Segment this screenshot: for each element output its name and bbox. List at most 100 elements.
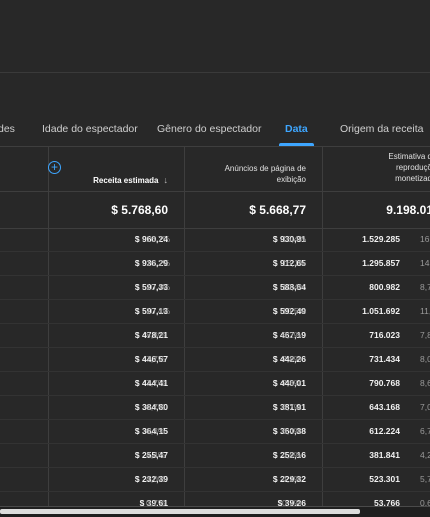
column-divider (48, 147, 49, 507)
est-playbacks-cell: 1.529.285 (362, 234, 400, 244)
total-revenue: $ 5.768,60 (111, 203, 168, 217)
est-playbacks-percent: 14,1 (420, 258, 430, 268)
display-ads-cell: $ 588,64 (272, 282, 306, 292)
est-playbacks-percent: 8,0 (420, 354, 430, 364)
header-revenue[interactable]: Receita estimada ↓ (93, 175, 168, 186)
tab-viewer-gender[interactable]: Gênero do espectador (157, 123, 262, 135)
display-ads-cell: $ 930,91 (272, 234, 306, 244)
est-playbacks-percent: 8,7 (420, 282, 430, 292)
display-ads-percent: 16,1% (282, 258, 307, 268)
plus-circle-icon[interactable]: + (48, 161, 61, 174)
display-ads-percent: 6,7% (282, 402, 302, 412)
est-playbacks-percent: 4,2 (420, 450, 430, 460)
revenue-cell: $ 446,57 (134, 354, 168, 364)
table-row[interactable]: $ 384,80 6,7% $ 381,91 6,7% 643.168 7,0 (0, 396, 430, 420)
display-ads-percent: 10,4% (282, 282, 307, 292)
revenue-cell: $ 384,80 (134, 402, 168, 412)
revenue-cell: $ 39,61 (139, 498, 168, 507)
display-ads-cell: $ 252,16 (272, 450, 306, 460)
est-playbacks-cell: 612.224 (369, 426, 400, 436)
table-row[interactable]: $ 446,57 7,7% $ 442,26 7,8% 731.434 8,0 (0, 348, 430, 372)
table-row[interactable]: $ 597,33 10,4% $ 588,64 10,4% 800.982 8,7 (0, 276, 430, 300)
table-row[interactable]: $ 444,41 7,7% $ 440,01 7,8% 790.768 8,6 (0, 372, 430, 396)
revenue-percent: 6,7% (146, 402, 166, 412)
horizontal-scrollbar[interactable] (0, 509, 360, 514)
est-playbacks-percent: 8,6 (420, 378, 430, 388)
arrow-down-icon[interactable]: ↓ (163, 175, 169, 185)
tab-bar: des Idade do espectador Gênero do espect… (0, 108, 430, 147)
tab-revenue-source[interactable]: Origem da receita (340, 123, 424, 135)
display-ads-percent: 7,8% (282, 354, 302, 364)
est-playbacks-cell: 800.982 (369, 282, 400, 292)
header-display-ads-line: Anúncios de página de (224, 164, 306, 173)
display-ads-cell: $ 381,91 (272, 402, 306, 412)
table-row[interactable]: $ 39,61 0,7% $ 39,26 0,7% 53.766 0,6 (0, 492, 430, 507)
display-ads-cell: $ 39,26 (277, 498, 306, 507)
est-playbacks-percent: 5,7 (420, 474, 430, 484)
table-row[interactable]: $ 364,15 6,3% $ 360,38 6,4% 612.224 6,7 (0, 420, 430, 444)
display-ads-cell: $ 229,32 (272, 474, 306, 484)
display-ads-percent: 10,5% (282, 306, 307, 316)
revenue-percent: 4,0% (146, 474, 166, 484)
est-playbacks-percent: 6,7 (420, 426, 430, 436)
header-revenue-label: Receita estimada (93, 176, 159, 185)
tab-viewer-age[interactable]: Idade do espectador (42, 123, 138, 135)
est-playbacks-cell: 716.023 (369, 330, 400, 340)
header-display-ads[interactable]: Anúncios de página de exibição (225, 163, 306, 185)
header-est-line: reproduçõ (395, 163, 430, 172)
table-header: + Receita estimada ↓ Anúncios de página d… (0, 147, 430, 191)
display-ads-percent: 4,5% (282, 450, 302, 460)
header-est-line: Estimativa d (388, 152, 430, 161)
display-ads-cell: $ 442,26 (272, 354, 306, 364)
est-playbacks-cell: 731.434 (369, 354, 400, 364)
revenue-cell: $ 936,29 (134, 258, 168, 268)
column-divider (322, 147, 323, 507)
totals-row: $ 5.768,60 $ 5.668,77 9.198.01 (0, 191, 430, 229)
est-playbacks-percent: 16,6 (420, 234, 430, 244)
est-playbacks-cell: 1.295.857 (362, 258, 400, 268)
revenue-percent: 10,4% (146, 282, 171, 292)
revenue-cell: $ 960,24 (134, 234, 168, 244)
table-row[interactable]: $ 232,39 4,0% $ 229,32 4,1% 523.301 5,7 (0, 468, 430, 492)
revenue-cell: $ 597,13 (134, 306, 168, 316)
divider (0, 72, 430, 73)
tab-date[interactable]: Data (279, 108, 314, 146)
revenue-cell: $ 444,41 (134, 378, 168, 388)
est-playbacks-cell: 790.768 (369, 378, 400, 388)
header-est-playbacks[interactable]: Estimativa d reproduçõ monetizad (388, 151, 430, 184)
est-playbacks-cell: 643.168 (369, 402, 400, 412)
top-area (0, 0, 430, 72)
revenue-percent: 16,7% (146, 234, 171, 244)
revenue-percent: 0,7% (146, 498, 166, 507)
revenue-cell: $ 364,15 (134, 426, 168, 436)
revenue-percent: 7,7% (146, 378, 166, 388)
header-display-ads-line: exibição (276, 175, 306, 184)
display-ads-cell: $ 360,38 (272, 426, 306, 436)
revenue-cell: $ 478,21 (134, 330, 168, 340)
total-display-ads: $ 5.668,77 (249, 203, 306, 217)
display-ads-percent: 0,7% (282, 498, 302, 507)
revenue-table: + Receita estimada ↓ Anúncios de página d… (0, 147, 430, 507)
est-playbacks-percent: 7,8 (420, 330, 430, 340)
revenue-percent: 16,2% (146, 258, 171, 268)
display-ads-cell: $ 592,49 (272, 306, 306, 316)
table-row[interactable]: $ 255,47 4,4% $ 252,16 4,5% 381.841 4,2 (0, 444, 430, 468)
table-row[interactable]: $ 478,21 8,3% $ 467,19 8,2% 716.023 7,8 (0, 324, 430, 348)
display-ads-cell: $ 440,01 (272, 378, 306, 388)
est-playbacks-percent: 0,6 (420, 498, 430, 507)
display-ads-percent: 7,8% (282, 378, 302, 388)
est-playbacks-percent: 11,4 (420, 306, 430, 316)
display-ads-cell: $ 467,19 (272, 330, 306, 340)
est-playbacks-cell: 53.766 (374, 498, 400, 507)
column-divider (184, 147, 185, 507)
est-playbacks-percent: 7,0 (420, 402, 430, 412)
display-ads-percent: 8,2% (282, 330, 302, 340)
header-est-line: monetizad (395, 174, 430, 183)
tab-devices[interactable]: des (0, 123, 15, 135)
display-ads-percent: 4,1% (282, 474, 302, 484)
revenue-percent: 4,4% (146, 450, 166, 460)
revenue-percent: 10,4% (146, 306, 171, 316)
